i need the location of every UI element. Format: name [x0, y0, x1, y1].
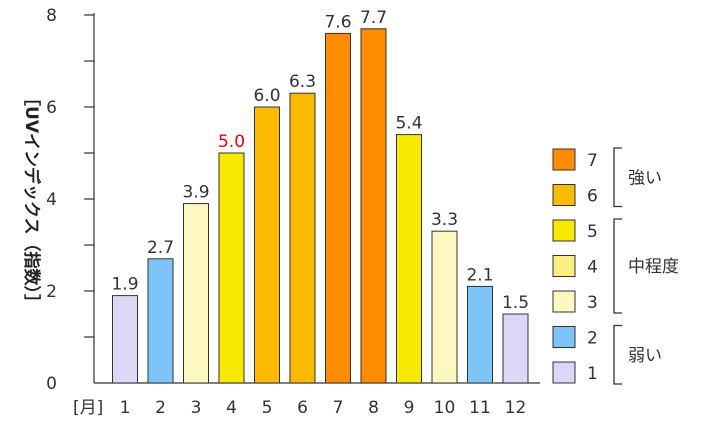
bar [147, 258, 174, 384]
y-axis-label: ［UVインデックス（指数）］ [21, 89, 42, 311]
bar-value-label: 6.3 [289, 72, 316, 92]
bar-value-label: 2.7 [147, 238, 174, 258]
y-tick-label: 4 [46, 190, 57, 210]
legend-group-bracket [613, 147, 622, 208]
y-tick-label: 8 [46, 6, 57, 26]
x-tick-label: 3 [191, 398, 202, 418]
bar-value-label: 2.1 [466, 265, 493, 285]
legend-item-label: 1 [587, 364, 598, 384]
bar-value-label: 7.7 [360, 8, 387, 28]
x-tick-label: 2 [155, 398, 166, 418]
legend-group-label: 強い [628, 168, 662, 188]
bar-value-label: 6.0 [253, 86, 280, 106]
x-tick-label: 10 [434, 398, 456, 418]
legend-group-bracket [613, 324, 622, 385]
y-tick-label: 0 [46, 374, 57, 394]
bar [289, 92, 316, 384]
legend-item-label: 4 [587, 258, 598, 278]
bar-value-label: 5.4 [395, 114, 422, 134]
legend-swatch [552, 326, 576, 348]
legend-item-label: 5 [587, 222, 598, 242]
legend-swatch [552, 219, 576, 242]
bar [431, 230, 458, 384]
bar [218, 152, 245, 384]
legend-swatch [552, 255, 576, 277]
x-tick-label: 6 [297, 398, 308, 418]
legend-item-label: 6 [587, 187, 598, 207]
legend-swatch [552, 290, 576, 313]
bar [396, 134, 422, 384]
legend-swatch [552, 361, 576, 384]
legend-swatch [552, 184, 576, 206]
bar-value-label: 3.9 [182, 183, 209, 203]
legend-swatch [552, 148, 576, 171]
x-tick-label: 4 [226, 398, 237, 418]
legend-item-label: 2 [587, 329, 598, 349]
y-tick-label: 2 [46, 282, 57, 302]
x-tick-label: 12 [505, 398, 527, 418]
x-tick-label: 7 [333, 398, 344, 418]
legend-group-bracket [613, 218, 622, 314]
bar [112, 295, 138, 384]
bar-value-label: 7.6 [324, 12, 351, 32]
x-tick-label: 1 [120, 398, 131, 418]
bar [183, 203, 209, 384]
bar [325, 32, 351, 384]
legend-group-label: 弱い [628, 346, 662, 366]
x-axis-unit-label: [月] [73, 398, 103, 418]
bar-value-label: 1.5 [502, 293, 529, 313]
bar-value-label: 5.0 [218, 132, 245, 152]
bar [254, 106, 280, 384]
legend-group-label: 中程度 [628, 257, 679, 277]
y-tick-label: 6 [46, 98, 57, 118]
bar [360, 28, 387, 384]
x-tick-label: 9 [404, 398, 415, 418]
legend-item-label: 7 [587, 151, 598, 171]
bar [467, 285, 493, 384]
bar-value-label: 3.3 [431, 210, 458, 230]
x-tick-label: 8 [368, 398, 379, 418]
plot-area: 0 2 4 6 8 1.9 1 2.7 2 3.9 3 5.0 4 6.0 5 6.3 6 7.6 7 7.7 8 5.4… [46, 6, 540, 418]
bar [502, 313, 529, 384]
legend-item-label: 3 [587, 293, 598, 313]
x-tick-label: 5 [262, 398, 273, 418]
bar-value-label: 1.9 [111, 275, 138, 295]
x-tick-label: 11 [469, 398, 491, 418]
